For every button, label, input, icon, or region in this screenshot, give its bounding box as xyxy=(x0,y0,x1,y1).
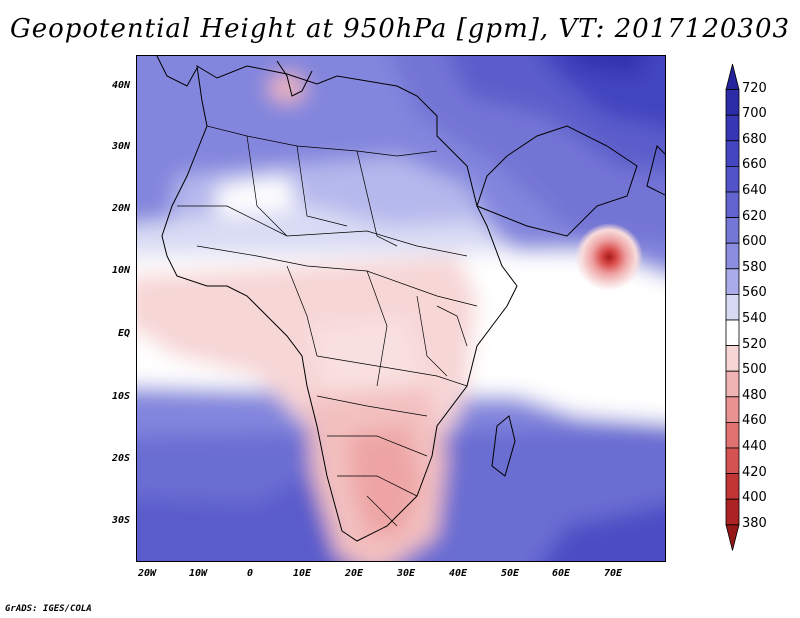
colorbar-label: 700 xyxy=(742,106,767,122)
lat-label-20n: 20N xyxy=(111,203,130,214)
height-field xyxy=(137,56,665,561)
colorbar-cell xyxy=(725,421,740,449)
lat-label-30s: 30S xyxy=(111,515,130,526)
lon-label-20e: 20E xyxy=(344,568,364,579)
colorbar-cell xyxy=(725,268,740,295)
colorbar-label: 400 xyxy=(742,490,767,506)
colorbar xyxy=(725,63,740,551)
colorbar-label: 680 xyxy=(742,131,767,147)
map-frame[interactable] xyxy=(136,55,666,562)
coastlines xyxy=(156,56,665,542)
colorbar-label: 500 xyxy=(742,362,767,378)
colorbar-label: 620 xyxy=(742,208,767,224)
credit: GrADS: IGES/COLA xyxy=(5,604,92,614)
arabia-coastline xyxy=(476,125,638,237)
lon-label-50e: 50E xyxy=(500,568,520,579)
colorbar-label: 540 xyxy=(742,311,767,326)
africa-coastline xyxy=(161,65,518,542)
colorbar-cell xyxy=(725,293,740,321)
colorbar-label: 580 xyxy=(742,259,767,275)
colorbar-cell xyxy=(725,473,740,500)
colorbar-cell xyxy=(725,217,740,244)
colorbar-cell xyxy=(725,166,740,193)
lon-label-10e: 10E xyxy=(292,568,312,579)
colorbar-label: 520 xyxy=(742,336,767,352)
colorbar-cell xyxy=(725,345,740,372)
colorbar-label: 600 xyxy=(742,234,767,250)
colorbar-cell xyxy=(725,498,740,526)
colorbar-top-arrow xyxy=(725,63,740,90)
lat-label-40n: 40N xyxy=(111,80,130,91)
italy-coastline xyxy=(276,60,313,97)
country-borders xyxy=(177,125,478,527)
colorbar-cell xyxy=(725,396,740,423)
colorbar-cell xyxy=(725,89,740,116)
lat-label-eq: EQ xyxy=(117,328,130,339)
lon-label-0: 0 xyxy=(246,568,254,579)
lon-label-60e: 60E xyxy=(551,568,571,579)
lon-label-70e: 70E xyxy=(603,568,623,579)
iberia-coastline xyxy=(156,56,198,87)
colorbar-label: 380 xyxy=(742,515,767,531)
lon-label-20w: 20W xyxy=(137,568,157,579)
colorbar-label: 440 xyxy=(742,439,767,454)
lon-label-30e: 30E xyxy=(396,568,416,579)
colorbar-label: 640 xyxy=(742,183,767,198)
lat-label-10s: 10S xyxy=(111,391,130,402)
lon-label-10w: 10W xyxy=(188,568,208,579)
colorbar-cell xyxy=(725,242,740,270)
cyclone-low-center xyxy=(575,223,643,291)
colorbar-cell xyxy=(725,447,740,475)
colorbar-cell xyxy=(725,319,740,347)
india-coastline xyxy=(646,145,665,196)
colorbar-cell xyxy=(725,140,740,167)
colorbar-label: 420 xyxy=(742,464,767,480)
colorbar-cell xyxy=(725,191,740,219)
height-field-map xyxy=(137,56,665,561)
page-title: Geopotential Height at 950hPa [gpm], VT:… xyxy=(9,14,791,44)
lat-label-10n: 10N xyxy=(111,265,130,276)
colorbar-label: 460 xyxy=(742,413,767,429)
colorbar-label: 480 xyxy=(742,387,767,403)
colorbar-bottom-arrow xyxy=(725,524,740,551)
lat-label-30n: 30N xyxy=(111,141,130,152)
madagascar-coastline xyxy=(491,415,516,477)
colorbar-cell xyxy=(725,114,740,142)
colorbar-label: 560 xyxy=(742,285,767,301)
lon-label-40e: 40E xyxy=(448,568,468,579)
colorbar-cell xyxy=(725,370,740,398)
colorbar-label: 660 xyxy=(742,157,767,173)
colorbar-label: 720 xyxy=(742,80,767,96)
lat-label-20s: 20S xyxy=(111,453,130,464)
